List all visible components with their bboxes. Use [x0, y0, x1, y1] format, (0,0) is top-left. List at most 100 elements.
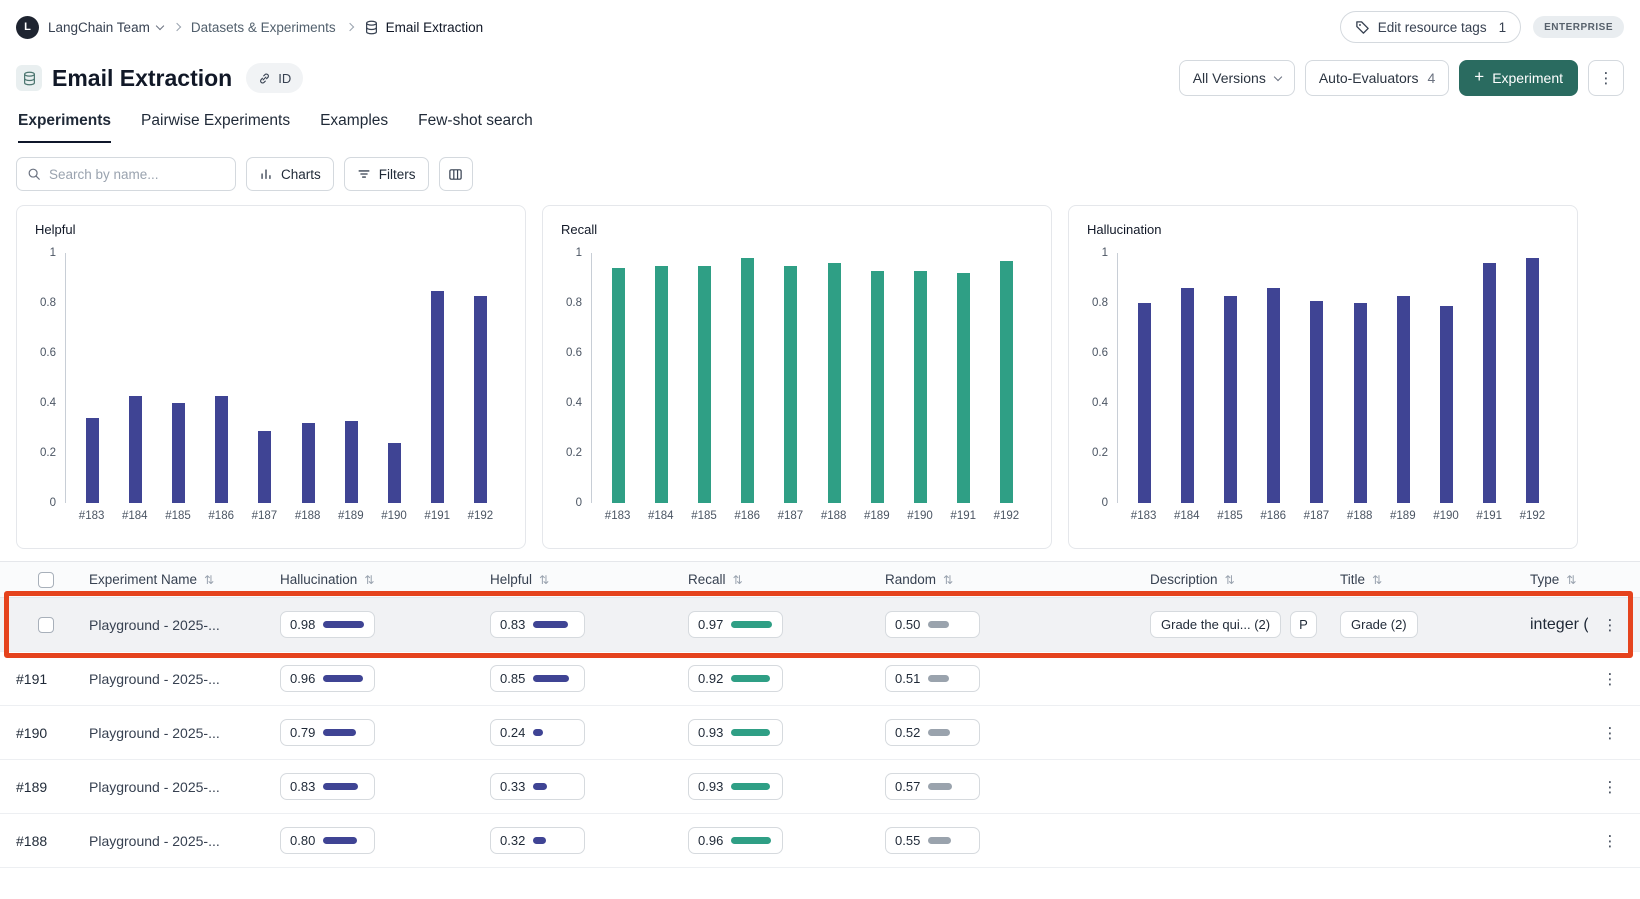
- bar-186[interactable]: [741, 258, 755, 503]
- plot-area: [1117, 253, 1559, 503]
- helpful-cell: 0.24: [490, 719, 688, 746]
- sort-icon[interactable]: ⇅: [1566, 572, 1577, 587]
- sort-icon[interactable]: ⇅: [1224, 572, 1235, 587]
- bar-185[interactable]: [698, 265, 712, 503]
- bar-189[interactable]: [344, 420, 358, 503]
- row-menu-button[interactable]: ⋮: [1602, 616, 1618, 634]
- helpful-metric-pill: 0.24: [490, 719, 586, 746]
- edit-resource-tags-button[interactable]: Edit resource tags 1: [1339, 11, 1522, 43]
- new-experiment-button[interactable]: + Experiment: [1459, 60, 1578, 96]
- column-header-recall[interactable]: Recall ⇅: [688, 572, 885, 587]
- auto-evaluators-button[interactable]: Auto-Evaluators 4: [1304, 60, 1450, 96]
- bar-190[interactable]: [387, 443, 401, 503]
- sort-icon[interactable]: ⇅: [732, 572, 743, 587]
- column-header-helpful[interactable]: Helpful ⇅: [490, 572, 688, 587]
- column-header-title[interactable]: Title ⇅: [1340, 572, 1530, 587]
- sort-icon[interactable]: ⇅: [539, 572, 550, 587]
- bar-187[interactable]: [784, 265, 798, 503]
- filters-button-label: Filters: [378, 166, 416, 182]
- bar-190[interactable]: [913, 270, 927, 503]
- bar-191[interactable]: [956, 273, 970, 503]
- charts-button[interactable]: Charts: [246, 157, 334, 191]
- row-menu-button[interactable]: ⋮: [1602, 832, 1618, 850]
- bar-190[interactable]: [1439, 305, 1453, 503]
- row-checkbox[interactable]: [38, 616, 54, 633]
- y-tick-label: 0.4: [1092, 397, 1108, 409]
- table-row[interactable]: #190 Playground - 2025-... 0.79 0.24 0.93 0.5…: [0, 706, 1640, 760]
- bar-188[interactable]: [827, 263, 841, 503]
- metric-bar-fill: [533, 675, 570, 682]
- row-menu-button[interactable]: ⋮: [1602, 670, 1618, 688]
- bar-186[interactable]: [1267, 288, 1281, 503]
- tab-pairwise-experiments[interactable]: Pairwise Experiments: [141, 112, 291, 129]
- sort-icon[interactable]: ⇅: [364, 572, 375, 587]
- x-tick-label: #191: [424, 510, 451, 522]
- bar-192[interactable]: [1525, 258, 1539, 503]
- search-icon: [28, 168, 40, 180]
- tab-few-shot-search[interactable]: Few-shot search: [418, 112, 533, 129]
- bar-185[interactable]: [1224, 295, 1238, 503]
- table-row[interactable]: #188 Playground - 2025-... 0.80 0.32 0.96 0.5…: [0, 814, 1640, 868]
- description-pill: Grade the qui... (2): [1150, 611, 1282, 638]
- bar-189[interactable]: [1396, 295, 1410, 503]
- x-tick-label: #189: [338, 510, 364, 522]
- bar-186[interactable]: [215, 395, 229, 503]
- column-header-description[interactable]: Description ⇅: [1150, 572, 1340, 587]
- bar-183[interactable]: [1138, 303, 1152, 503]
- column-header-label: Type: [1530, 572, 1560, 587]
- table-header: Experiment Name ⇅ Hallucination ⇅ Helpful ⇅ Re…: [0, 561, 1640, 598]
- sort-icon[interactable]: ⇅: [1372, 572, 1383, 587]
- x-tick-label: #190: [381, 510, 407, 522]
- column-header-hallucination[interactable]: Hallucination ⇅: [280, 572, 490, 587]
- metric-value: 0.50: [895, 617, 921, 632]
- team-avatar[interactable]: L: [16, 15, 39, 39]
- sort-icon[interactable]: ⇅: [943, 572, 954, 587]
- breadcrumb-datasets-experiments[interactable]: Datasets & Experiments: [190, 19, 336, 35]
- bar-192[interactable]: [999, 260, 1013, 503]
- bar-192[interactable]: [473, 295, 487, 503]
- filters-button[interactable]: Filters: [343, 157, 429, 191]
- y-tick-label: 1: [49, 247, 56, 259]
- table-row[interactable]: #189 Playground - 2025-... 0.83 0.33 0.93 0.5…: [0, 760, 1640, 814]
- chart-card-recall: Recall 0 0.2 0.4 0.6 0.8 1 #183 #184 #185 #186 #187…: [542, 205, 1052, 549]
- column-header-experiment-name[interactable]: Experiment Name ⇅: [89, 572, 280, 587]
- bar-187[interactable]: [1310, 300, 1324, 503]
- table-row[interactable]: Playground - 2025-... 0.98 0.83 0.97 0.50 Gra…: [0, 591, 1640, 658]
- all-versions-dropdown[interactable]: All Versions: [1178, 60, 1295, 96]
- column-header-type[interactable]: Type ⇅: [1530, 572, 1588, 587]
- y-tick-label: 0: [575, 497, 582, 509]
- bar-191[interactable]: [1482, 263, 1496, 503]
- more-options-button[interactable]: ⋮: [1588, 60, 1624, 96]
- bar-188[interactable]: [1353, 303, 1367, 503]
- chart-plot: 0 0.2 0.4 0.6 0.8 1: [561, 247, 1033, 509]
- row-menu-button[interactable]: ⋮: [1602, 724, 1618, 742]
- y-tick-label: 0.4: [40, 397, 56, 409]
- bar-184[interactable]: [1181, 288, 1195, 503]
- tab-experiments[interactable]: Experiments: [18, 112, 112, 143]
- sort-icon[interactable]: ⇅: [204, 572, 215, 587]
- columns-button[interactable]: [438, 157, 473, 191]
- bar-slot: [416, 253, 459, 503]
- tab-examples[interactable]: Examples: [320, 112, 389, 129]
- id-button[interactable]: ID: [246, 63, 304, 93]
- breadcrumb-team[interactable]: LangChain Team: [48, 20, 165, 35]
- row-menu-button[interactable]: ⋮: [1602, 778, 1618, 796]
- bar-183[interactable]: [612, 268, 626, 503]
- bar-187[interactable]: [258, 430, 272, 503]
- bar-184[interactable]: [129, 395, 143, 503]
- search-input[interactable]: [49, 166, 225, 182]
- column-header-random[interactable]: Random ⇅: [885, 572, 1150, 587]
- search-box[interactable]: [16, 157, 236, 191]
- bar-184[interactable]: [655, 265, 669, 503]
- bar-188[interactable]: [301, 423, 315, 503]
- select-all-checkbox[interactable]: [38, 571, 54, 588]
- bar-185[interactable]: [172, 403, 186, 503]
- bar-183[interactable]: [86, 418, 100, 503]
- metric-bar-fill: [533, 783, 548, 790]
- breadcrumb-current-dataset[interactable]: Email Extraction: [364, 20, 483, 35]
- experiment-name-cell: Playground - 2025-...: [89, 670, 220, 687]
- metric-bar-fill: [533, 621, 569, 628]
- table-row[interactable]: #191 Playground - 2025-... 0.96 0.85 0.92 0.5…: [0, 652, 1640, 706]
- bar-191[interactable]: [430, 290, 444, 503]
- bar-189[interactable]: [870, 270, 884, 503]
